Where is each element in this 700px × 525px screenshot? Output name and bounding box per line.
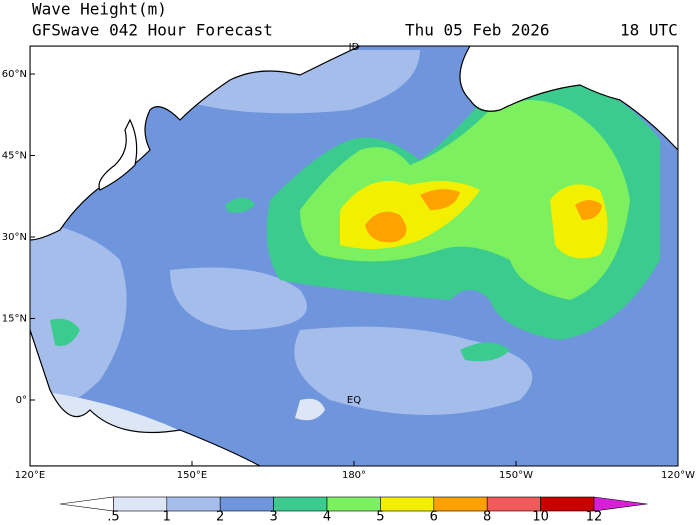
contour [50,318,80,346]
contour [295,398,325,421]
colorbar-label: 3 [269,510,277,525]
colorbar: .5 1 2 3 4 5 6 8 10 12 [59,496,648,525]
annotation: EQ [347,395,361,406]
contour [365,211,407,243]
lon-label: 180° [342,470,366,481]
land [98,118,138,191]
colorbar-box [113,496,168,512]
lat-label: 0° [16,395,27,406]
contour [30,220,127,407]
lon-label: 120°E [15,470,45,481]
annotation: ID [349,42,360,53]
colorbar-label: 12 [586,510,603,525]
land [30,46,361,241]
contour [420,189,460,210]
contour [550,184,608,259]
contour [460,342,510,362]
contour [575,200,602,220]
colorbar-box [166,496,221,512]
colorbar-label: 2 [216,510,224,525]
colorbar-box [273,496,328,512]
colorbar-box [326,496,381,512]
subtitle: GFSwave 042 Hour Forecast [32,21,273,40]
time: 18 UTC [620,21,678,40]
contour [225,197,255,213]
colorbar-box [219,496,274,512]
contour [170,267,307,330]
lon-label: 150°E [177,470,207,481]
date: Thu 05 Feb 2026 [405,21,550,40]
colorbar-box [380,496,435,512]
colorbar-triangle [59,496,114,512]
lat-label: 15°N [2,314,27,325]
title: Wave Height(m) [32,0,167,19]
lon-label: 150°W [499,470,533,481]
colorbar-label: 6 [430,510,438,525]
axes: 60°N 45°N 30°N 15°N 0° 120°E 150°E 180° 150°W 120… [2,69,695,481]
colorbar-box [433,496,488,512]
lat-label: 60°N [2,69,27,80]
colorbar-label: 1 [163,510,171,525]
lat-label: 30°N [2,232,27,243]
colorbar-label: .5 [107,510,119,525]
land [30,329,261,466]
colorbar-label: 5 [376,510,384,525]
lat-label: 45°N [2,151,27,162]
colorbar-label: 4 [323,510,331,525]
colorbar-label: 10 [532,510,549,525]
lon-label: 120°W [661,470,695,481]
colorbar-triangle [593,496,648,512]
map: ID EQ [29,42,679,467]
land [459,46,678,151]
colorbar-label: 8 [483,510,491,525]
